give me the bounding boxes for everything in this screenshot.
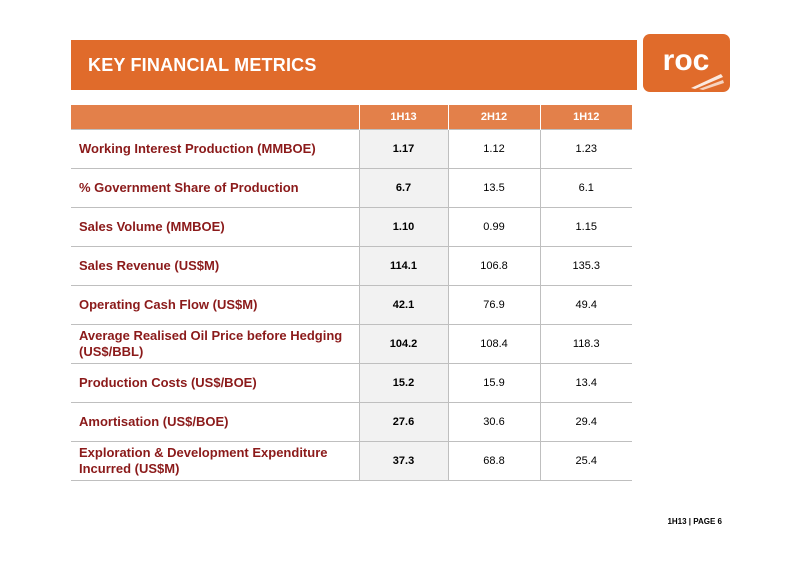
column-header: 2H12 [447,105,540,130]
column-header: 1H12 [539,105,632,130]
table-row: Sales Volume (MMBOE) 1.10 0.99 1.15 [71,207,632,247]
roc-logo: roc [643,34,730,92]
table-row: Amortisation (US$/BOE) 27.6 30.6 29.4 [71,402,632,442]
row-label: Operating Cash Flow (US$M) [71,285,359,325]
page-title: KEY FINANCIAL METRICS [88,55,317,75]
value-cell: 106.8 [448,246,541,286]
table-row: Sales Revenue (US$M) 114.1 106.8 135.3 [71,246,632,286]
value-cell: 1.10 [358,207,449,247]
value-cell: 6.7 [358,168,449,208]
value-cell: 0.99 [448,207,541,247]
table-row: Production Costs (US$/BOE) 15.2 15.9 13.… [71,363,632,403]
value-cell: 15.9 [448,363,541,403]
logo-text: roc [663,44,710,77]
value-cell: 49.4 [540,285,632,325]
row-label: Production Costs (US$/BOE) [71,363,359,403]
table-row: Exploration & Development Expenditure In… [71,441,632,481]
table-row: Working Interest Production (MMBOE) 1.17… [71,129,632,169]
value-cell: 108.4 [448,324,541,364]
value-cell: 114.1 [358,246,449,286]
column-header: 1H13 [358,105,448,130]
value-cell: 25.4 [540,441,632,481]
row-label: Average Realised Oil Price before Hedgin… [71,324,359,364]
row-label: Sales Revenue (US$M) [71,246,359,286]
value-cell: 42.1 [358,285,449,325]
value-cell: 1.15 [540,207,632,247]
value-cell: 13.4 [540,363,632,403]
table-header-row: 1H13 2H12 1H12 [71,105,632,130]
value-cell: 68.8 [448,441,541,481]
value-cell: 27.6 [358,402,449,442]
value-cell: 30.6 [448,402,541,442]
title-bar: KEY FINANCIAL METRICS [71,40,637,90]
row-label: Exploration & Development Expenditure In… [71,441,359,481]
value-cell: 1.12 [448,129,541,169]
column-header [71,105,359,130]
value-cell: 37.3 [358,441,449,481]
value-cell: 1.23 [540,129,632,169]
value-cell: 6.1 [540,168,632,208]
value-cell: 118.3 [540,324,632,364]
row-label: % Government Share of Production [71,168,359,208]
row-label: Working Interest Production (MMBOE) [71,129,359,169]
table-row: Average Realised Oil Price before Hedgin… [71,324,632,364]
value-cell: 15.2 [358,363,449,403]
value-cell: 76.9 [448,285,541,325]
value-cell: 135.3 [540,246,632,286]
page-footer: 1H13 | PAGE 6 [667,517,722,526]
value-cell: 104.2 [358,324,449,364]
key-metrics-table: 1H13 2H12 1H12 Working Interest Producti… [71,105,632,481]
value-cell: 13.5 [448,168,541,208]
row-label: Sales Volume (MMBOE) [71,207,359,247]
row-label: Amortisation (US$/BOE) [71,402,359,442]
table-row: Operating Cash Flow (US$M) 42.1 76.9 49.… [71,285,632,325]
value-cell: 29.4 [540,402,632,442]
value-cell: 1.17 [358,129,449,169]
table-row: % Government Share of Production 6.7 13.… [71,168,632,208]
